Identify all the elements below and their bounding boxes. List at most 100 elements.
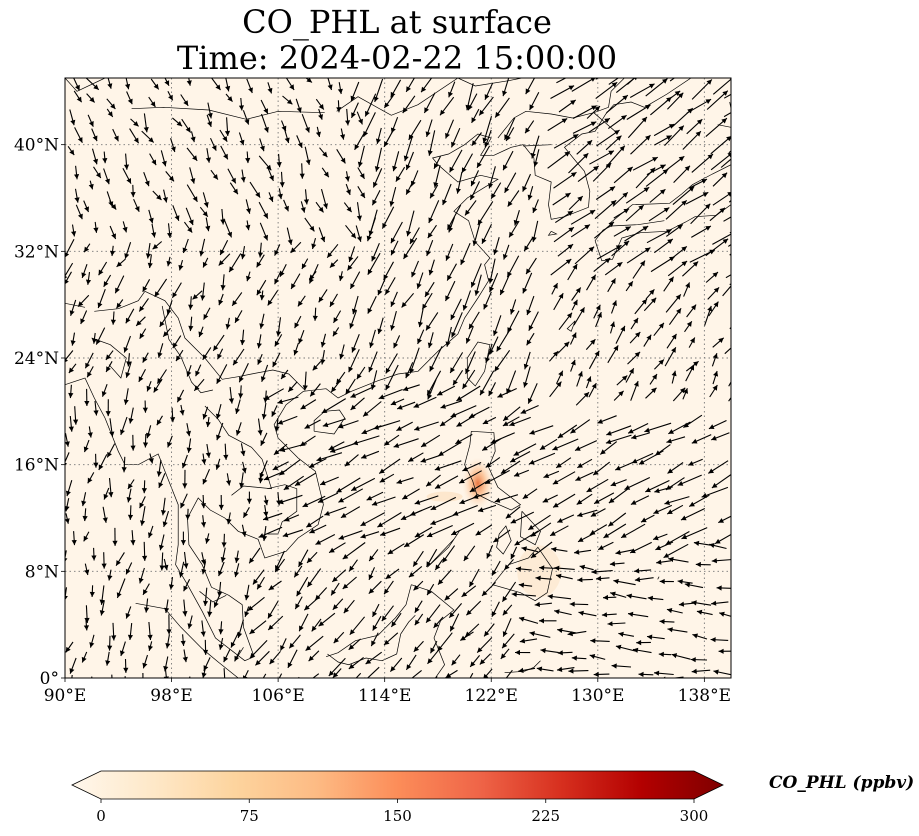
wind-arrow (667, 462, 684, 474)
wind-arrow (445, 119, 455, 139)
wind-arrow (241, 524, 247, 537)
wind-arrow (80, 310, 88, 325)
wind-arrow (330, 582, 340, 596)
wind-arrow (280, 120, 287, 132)
wind-arrow (410, 170, 419, 187)
wind-arrow (723, 111, 731, 118)
wind-arrow (385, 568, 400, 580)
wind-arrow (451, 312, 463, 338)
wind-arrow (430, 496, 457, 511)
wind-arrow (125, 361, 132, 378)
wind-arrow (238, 385, 244, 399)
wind-arrow (557, 243, 574, 257)
wind-arrow (468, 406, 490, 419)
wind-arrow (182, 469, 188, 489)
wind-arrow (427, 379, 437, 400)
wind-arrow (575, 391, 590, 406)
wind-arrow (370, 632, 379, 647)
coastline (336, 78, 459, 116)
wind-arrow (450, 127, 461, 148)
wind-arrow (645, 78, 668, 97)
wind-arrow (122, 167, 132, 184)
wind-arrow (349, 616, 366, 636)
wind-arrow (647, 595, 664, 601)
wind-arrow (203, 307, 211, 320)
wind-arrow (350, 477, 376, 492)
wind-arrow (710, 135, 731, 155)
wind-arrow (199, 238, 206, 257)
wind-arrow (692, 633, 708, 640)
wind-arrow (630, 317, 639, 330)
wind-arrow (427, 332, 434, 349)
coastline (135, 602, 239, 678)
wind-arrow (597, 415, 617, 424)
wind-arrow (606, 94, 629, 114)
wind-arrow (368, 549, 379, 562)
wind-arrow (262, 673, 267, 678)
wind-arrow (579, 564, 594, 571)
wind-arrow (714, 533, 731, 545)
wind-arrow (70, 332, 76, 346)
wind-arrow (371, 190, 381, 206)
wind-arrow (670, 245, 688, 260)
wind-arrow (87, 426, 93, 438)
wind-arrow (309, 524, 327, 534)
wind-vectors (65, 78, 731, 678)
wind-arrow (139, 328, 147, 339)
wind-arrow (202, 192, 209, 208)
wind-arrow (111, 622, 117, 641)
wind-arrow (445, 326, 452, 347)
wind-arrow (154, 278, 168, 298)
wind-arrow (614, 461, 635, 471)
wind-arrow (93, 453, 99, 468)
wind-arrow (424, 281, 435, 298)
wind-arrow (666, 333, 677, 349)
wind-arrow (577, 509, 598, 518)
wind-arrow (279, 171, 285, 188)
wind-arrow (329, 259, 339, 268)
map-frame (64, 77, 732, 679)
wind-arrow (93, 400, 99, 416)
wind-arrow (518, 616, 539, 624)
wind-arrow (314, 587, 328, 601)
wind-arrow (494, 494, 519, 503)
wind-arrow (406, 210, 415, 237)
wind-arrow (160, 497, 167, 516)
wind-arrow (445, 280, 456, 302)
wind-arrow (200, 282, 206, 301)
wind-arrow (278, 459, 301, 476)
wind-arrow (571, 299, 578, 311)
wind-arrow (568, 152, 589, 174)
wind-arrow (220, 547, 226, 563)
wind-arrow (682, 261, 699, 277)
wind-arrow (123, 335, 132, 353)
wind-arrow (160, 150, 167, 167)
wind-arrow (592, 461, 611, 476)
wind-arrow (305, 515, 324, 528)
wind-arrow (522, 272, 533, 294)
wind-arrow (207, 600, 213, 617)
wind-arrow (286, 227, 293, 246)
wind-arrow (182, 649, 188, 663)
wind-arrow (704, 305, 713, 326)
wind-arrow (556, 370, 564, 384)
wind-arrow (390, 612, 402, 628)
wind-arrow (112, 128, 119, 142)
wind-arrow (126, 91, 133, 105)
wind-arrow (130, 434, 136, 451)
wind-arrow (340, 506, 361, 519)
wind-arrow (65, 480, 73, 497)
wind-arrow (301, 258, 309, 270)
wind-arrow (504, 172, 517, 194)
wind-arrow (73, 78, 80, 91)
wind-arrow (525, 78, 536, 95)
wind-arrow (357, 145, 365, 168)
wind-arrow (186, 438, 192, 453)
wind-arrow (718, 515, 731, 524)
wind-arrow (430, 514, 456, 525)
wind-arrow (603, 523, 627, 539)
wind-arrow (328, 657, 346, 677)
wind-arrow (390, 117, 399, 134)
wind-arrow (481, 224, 492, 245)
wind-arrow (387, 543, 405, 555)
